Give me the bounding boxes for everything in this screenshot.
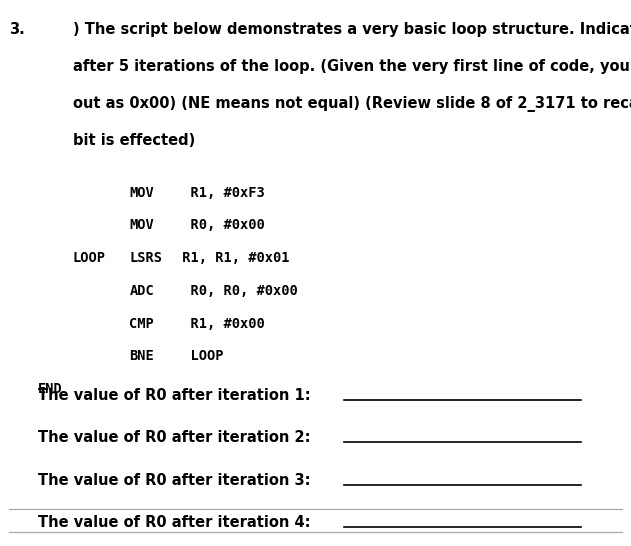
Text: ) The script below demonstrates a very basic loop structure. Indicate the value : ) The script below demonstrates a very b… (73, 22, 631, 37)
Text: BNE: BNE (129, 349, 154, 364)
Text: The value of R0 after iteration 1:: The value of R0 after iteration 1: (38, 388, 310, 402)
Text: END: END (38, 382, 62, 396)
Text: The value of R0 after iteration 3:: The value of R0 after iteration 3: (38, 473, 310, 488)
Text: MOV: MOV (129, 218, 154, 233)
Text: R0, #0x00: R0, #0x00 (174, 218, 264, 233)
Text: The value of R0 after iteration 2:: The value of R0 after iteration 2: (38, 430, 310, 445)
Text: MOV: MOV (129, 186, 154, 200)
Text: R1, #0xF3: R1, #0xF3 (174, 186, 264, 200)
Text: LSRS: LSRS (129, 251, 162, 265)
Text: ADC: ADC (129, 284, 154, 298)
Text: CMP: CMP (129, 317, 154, 331)
Text: R1, #0x00: R1, #0x00 (174, 317, 264, 331)
Text: after 5 iterations of the loop. (Given the very first line of code, you can assu: after 5 iterations of the loop. (Given t… (73, 59, 631, 74)
Text: LOOP: LOOP (73, 251, 105, 265)
Text: R0, R0, #0x00: R0, R0, #0x00 (174, 284, 297, 298)
Text: out as 0x00) (NE means not equal) (Review slide 8 of 2_3171 to recall how the ca: out as 0x00) (NE means not equal) (Revie… (73, 96, 631, 112)
Text: bit is effected): bit is effected) (73, 133, 195, 148)
Text: LOOP: LOOP (174, 349, 223, 364)
Text: R1, R1, #0x01: R1, R1, #0x01 (174, 251, 289, 265)
Text: 3.: 3. (9, 22, 25, 37)
Text: The value of R0 after iteration 4:: The value of R0 after iteration 4: (38, 515, 310, 530)
